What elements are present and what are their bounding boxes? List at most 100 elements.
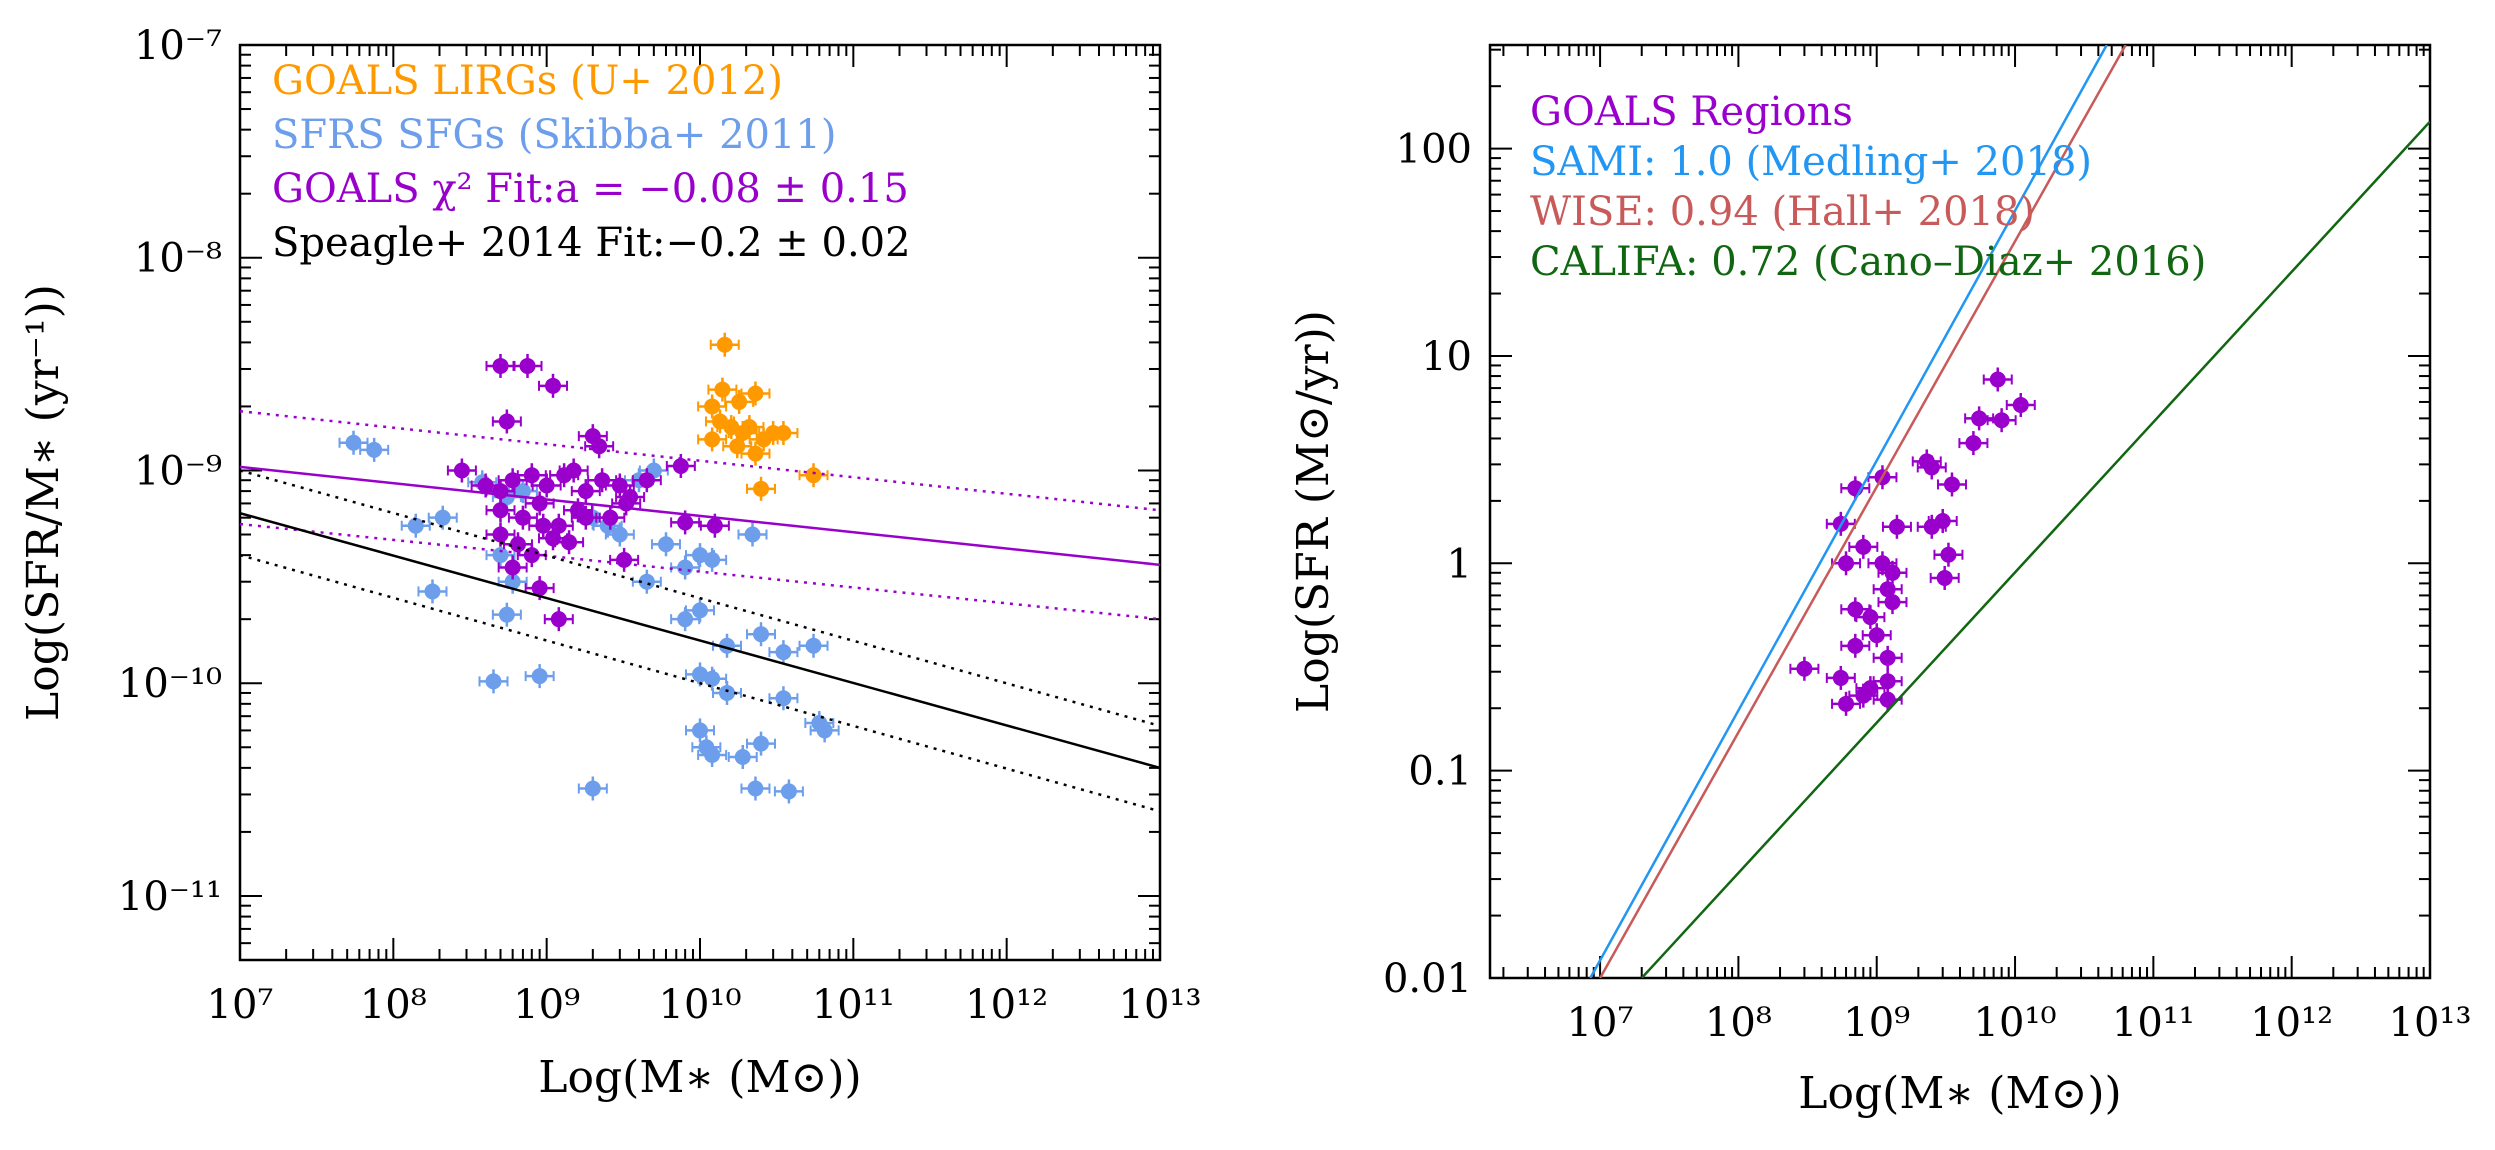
data-point — [1879, 673, 1896, 690]
fit-line — [240, 409, 1160, 512]
legend-entry: WISE: 0.94 (Hall+ 2018) — [1530, 189, 2035, 235]
data-point — [591, 438, 608, 455]
data-point — [1879, 649, 1896, 666]
data-point — [677, 611, 694, 628]
data-point — [692, 602, 708, 619]
y-axis-label: Log(SFR (M⊙/yr)) — [1288, 310, 1339, 713]
chart-right: 10⁷ 10⁸ 10⁹ 10¹⁰ 10¹¹ 10¹² 10¹³ 0.01 0.1 1 10 100 Lo… — [1288, 43, 2471, 1119]
fit-line — [1589, 45, 2108, 978]
fit-line — [240, 522, 1160, 621]
y-tick-label: 1 — [1447, 541, 1472, 587]
data-point — [672, 457, 689, 474]
data-point — [485, 673, 502, 690]
y-tick-label: 10 — [1421, 334, 1472, 380]
data-point — [514, 483, 531, 500]
y-tick-label: 0.1 — [1408, 749, 1472, 795]
legend-entry: SFRS SFGs (Skibba+ 2011) — [272, 112, 836, 158]
data-point — [1855, 687, 1872, 704]
fit-line — [240, 465, 1160, 567]
data-point — [816, 722, 833, 739]
data-point — [531, 580, 548, 597]
data-point — [492, 502, 509, 519]
data-point — [492, 357, 509, 374]
data-point — [1888, 518, 1905, 535]
plot-area — [1589, 45, 2430, 978]
data-point — [477, 477, 494, 494]
data-point — [523, 467, 540, 484]
data-point — [677, 559, 694, 576]
data-point — [734, 748, 751, 765]
data-point — [1879, 691, 1896, 708]
data-point — [498, 606, 515, 623]
y-tick-label: 10⁻¹¹ — [118, 874, 222, 920]
data-point — [1847, 601, 1864, 618]
data-point — [1971, 410, 1988, 427]
data-point — [1943, 476, 1960, 493]
data-point — [704, 398, 721, 415]
legend-entry: SAMI: 1.0 (Medling+ 2018) — [1530, 139, 2092, 185]
data-point — [692, 722, 708, 739]
x-tick-label: 10¹⁰ — [1974, 1000, 2057, 1046]
fit-line — [240, 469, 1160, 728]
data-point — [616, 551, 633, 568]
data-point — [753, 735, 770, 752]
data-point — [657, 536, 674, 553]
data-point — [775, 644, 792, 661]
y-tick-label: 10⁻¹⁰ — [118, 661, 222, 707]
data-point — [509, 536, 526, 553]
data-point — [492, 547, 509, 564]
y-tick-label: 10⁻⁹ — [134, 448, 222, 494]
x-tick-label: 10⁸ — [1705, 1000, 1772, 1046]
plot-area — [240, 332, 1160, 813]
x-axis-label: Log(M∗ (M⊙)) — [538, 1052, 861, 1103]
data-point — [714, 381, 731, 398]
data-point — [1855, 538, 1872, 555]
data-point — [744, 526, 761, 543]
data-point — [1847, 637, 1864, 654]
data-point — [1936, 569, 1953, 586]
legend-entry: GOALS χ² Fit:a = −0.08 ± 0.15 — [272, 166, 909, 212]
x-tick-label: 10¹³ — [1119, 982, 1202, 1028]
data-point — [1989, 371, 2006, 388]
data-point — [638, 573, 655, 590]
data-point — [1868, 627, 1885, 644]
data-point — [519, 357, 536, 374]
data-point — [538, 477, 555, 494]
data-point — [805, 637, 822, 654]
y-tick-label: 100 — [1396, 127, 1472, 173]
data-point — [407, 517, 424, 534]
data-point — [1884, 564, 1901, 581]
data-point — [545, 530, 562, 547]
x-tick-label: 10⁷ — [1567, 1000, 1634, 1046]
x-tick-label: 10¹² — [965, 982, 1048, 1028]
data-point — [424, 583, 441, 600]
data-point — [611, 526, 628, 543]
data-point — [492, 526, 509, 543]
data-point — [775, 690, 792, 707]
data-point — [561, 534, 578, 551]
data-point — [704, 551, 721, 568]
fit-line — [1640, 120, 2430, 978]
data-point — [577, 483, 594, 500]
data-point — [775, 425, 792, 442]
data-point — [2012, 397, 2029, 414]
legend-entry: GOALS Regions — [1530, 89, 1853, 135]
data-point — [1923, 518, 1940, 535]
data-point — [602, 509, 619, 526]
data-point — [729, 438, 746, 455]
data-point — [638, 472, 655, 489]
data-point — [719, 684, 736, 701]
data-point — [504, 472, 521, 489]
data-point — [531, 668, 548, 685]
chart-left: 10⁷ 10⁸ 10⁹ 10¹⁰ 10¹¹ 10¹² 10¹³ 10⁻⁷ 10⁻⁸ 10⁻⁹ 10⁻… — [18, 23, 1201, 1103]
data-point — [584, 780, 601, 797]
data-point — [753, 480, 770, 497]
data-point — [611, 477, 628, 494]
data-point — [1884, 594, 1901, 611]
data-point — [731, 393, 748, 410]
data-point — [1796, 660, 1813, 677]
data-point — [550, 517, 567, 534]
data-point — [747, 385, 764, 402]
x-tick-label: 10¹⁰ — [659, 982, 742, 1028]
